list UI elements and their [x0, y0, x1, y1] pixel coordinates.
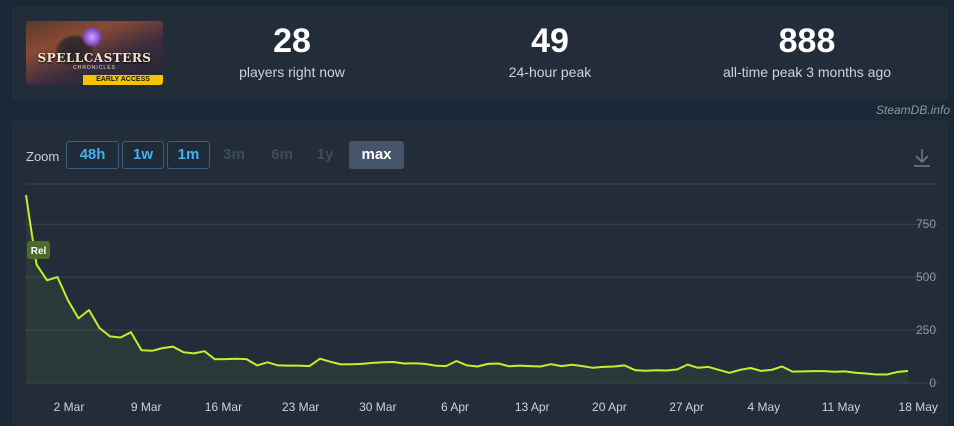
x-tick-label: 13 Apr [515, 400, 550, 414]
x-tick-label: 30 Mar [359, 400, 396, 414]
chart-grid [26, 183, 938, 384]
zoom-1y-button: 1y [316, 146, 334, 163]
capsule-title: SPELLCASTERS [37, 51, 152, 65]
x-tick-label: 4 May [747, 400, 780, 414]
y-axis-ticks: 0 250 500 750 [916, 217, 936, 390]
x-tick-label: 2 Mar [54, 400, 85, 414]
zoom-3m-button: 3m [223, 146, 245, 163]
x-tick-label: 16 Mar [205, 400, 242, 414]
stat-all-time-peak: 888 all-time peak 3 months ago [702, 22, 912, 80]
capsule-magic-orb [82, 27, 102, 47]
x-axis-ticks: 2 Mar 9 Mar 16 Mar 23 Mar 30 Mar 6 Apr 13 Apr 2… [54, 400, 938, 414]
series-area [26, 195, 908, 383]
zoom-1w-button[interactable]: 1w [122, 141, 164, 169]
stat-value: 28 [273, 22, 311, 60]
stat-label: 24-hour peak [508, 64, 592, 80]
stat-label: players right now [239, 64, 345, 80]
download-icon[interactable] [912, 147, 932, 169]
stat-value: 888 [778, 22, 836, 60]
stats-panel: SPELLCASTERS CHRONICLES EARLY ACCESS 28 … [12, 6, 948, 100]
zoom-label: Zoom [26, 149, 60, 164]
x-tick-label: 9 Mar [131, 400, 162, 414]
x-tick-label: 11 May [822, 400, 860, 414]
steamdb-credit[interactable]: SteamDB.info [875, 103, 950, 117]
zoom-max-button[interactable]: max [349, 141, 404, 169]
game-capsule-image[interactable]: SPELLCASTERS CHRONICLES EARLY ACCESS [26, 21, 163, 85]
release-marker-badge [27, 241, 50, 259]
y-tick-label: 500 [916, 270, 936, 284]
x-tick-label: 6 Apr [441, 400, 469, 414]
series-line-players [25, 194, 909, 376]
x-tick-label: 20 Apr [592, 400, 627, 414]
y-tick-label: 0 [929, 376, 936, 390]
capsule-subtitle: CHRONICLES [73, 65, 116, 71]
zoom-1m-button[interactable]: 1m [167, 141, 210, 169]
stat-value: 49 [531, 22, 569, 60]
zoom-6m-button: 6m [271, 146, 293, 163]
stat-current-players: 28 players right now [224, 22, 360, 80]
stat-24h-peak: 49 24-hour peak [480, 22, 620, 80]
zoom-48h-button[interactable]: 48h [66, 141, 119, 169]
y-tick-label: 750 [916, 217, 936, 231]
chart-panel: Zoom 48h 1w 1m 3m 6m 1y max [12, 121, 948, 426]
x-tick-label: 18 May [899, 400, 938, 414]
y-tick-label: 250 [916, 323, 936, 337]
chart-annotations: Rel [27, 241, 50, 259]
release-marker-label: Rel [31, 246, 47, 257]
early-access-badge: EARLY ACCESS [83, 75, 163, 85]
x-tick-label: 27 Apr [669, 400, 704, 414]
x-tick-label: 23 Mar [282, 400, 319, 414]
stat-label: all-time peak 3 months ago [722, 64, 892, 80]
chart-series [25, 194, 909, 383]
